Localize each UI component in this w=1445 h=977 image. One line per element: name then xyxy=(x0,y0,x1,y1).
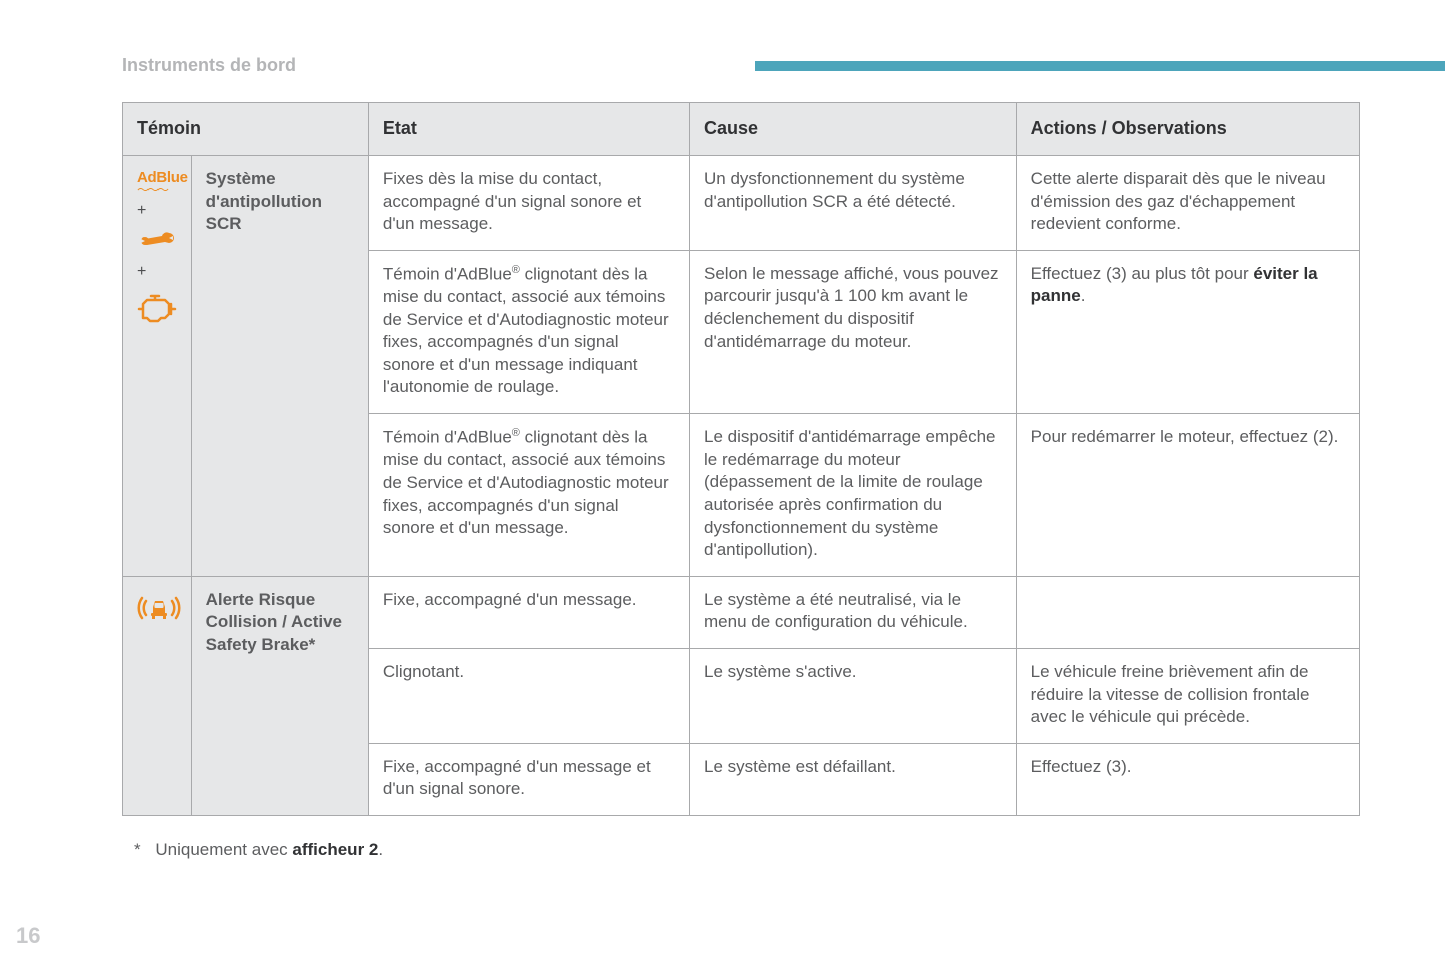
cell-state: Témoin d'AdBlue® clignotant dès la mise … xyxy=(368,414,689,577)
adblue-icon: AdBlue 〜〜〜 xyxy=(137,168,177,192)
table-row: Alerte Risque Collision / Active Safety … xyxy=(123,576,1360,648)
cell-state: Fixe, accompagné d'un message. xyxy=(368,576,689,648)
cell-state: Témoin d'AdBlue® clignotant dès la mise … xyxy=(368,250,689,413)
cell-actions: Effectuez (3) au plus tôt pour éviter la… xyxy=(1016,250,1359,413)
col-header-state: Etat xyxy=(368,103,689,156)
collision-warning-icon xyxy=(137,589,181,627)
cell-state: Clignotant. xyxy=(368,648,689,743)
page-header-title: Instruments de bord xyxy=(122,55,296,75)
indicator-cell-scr: AdBlue 〜〜〜 + + xyxy=(123,155,192,576)
footnote: * Uniquement avec afficheur 2. xyxy=(134,840,1445,860)
cell-cause: Le dispositif d'antidémarrage empêche le… xyxy=(690,414,1017,577)
cell-actions: Le véhicule freine brièvement afin de ré… xyxy=(1016,648,1359,743)
wrench-icon xyxy=(137,229,177,253)
col-header-indicator: Témoin xyxy=(123,103,369,156)
plus-separator: + xyxy=(137,200,177,221)
cell-cause: Le système est défaillant. xyxy=(690,743,1017,815)
cell-cause: Le système a été neutralisé, via le menu… xyxy=(690,576,1017,648)
header-accent-bar xyxy=(755,61,1445,71)
cell-cause: Le système s'active. xyxy=(690,648,1017,743)
plus-separator: + xyxy=(137,261,177,282)
col-header-actions: Actions / Observations xyxy=(1016,103,1359,156)
cell-state: Fixe, accompagné d'un message et d'un si… xyxy=(368,743,689,815)
cell-state: Fixes dès la mise du contact, accompagné… xyxy=(368,155,689,250)
cell-actions xyxy=(1016,576,1359,648)
table-header-row: Témoin Etat Cause Actions / Observations xyxy=(123,103,1360,156)
cell-cause: Selon le message affiché, vous pouvez pa… xyxy=(690,250,1017,413)
warning-lights-table: Témoin Etat Cause Actions / Observations… xyxy=(122,102,1360,816)
cell-actions: Effectuez (3). xyxy=(1016,743,1359,815)
indicator-name-scr: Système d'antipollution SCR xyxy=(191,155,368,576)
cell-actions: Cette alerte disparait dès que le niveau… xyxy=(1016,155,1359,250)
table-row: AdBlue 〜〜〜 + + Système d'antipollution S… xyxy=(123,155,1360,250)
indicator-cell-collision xyxy=(123,576,192,815)
col-header-cause: Cause xyxy=(690,103,1017,156)
cell-cause: Un dysfonctionnement du système d'antipo… xyxy=(690,155,1017,250)
engine-icon xyxy=(137,290,177,324)
indicator-name-collision: Alerte Risque Collision / Active Safety … xyxy=(191,576,368,815)
cell-actions: Pour redémarrer le moteur, effectuez (2)… xyxy=(1016,414,1359,577)
page-number: 16 xyxy=(16,923,40,949)
